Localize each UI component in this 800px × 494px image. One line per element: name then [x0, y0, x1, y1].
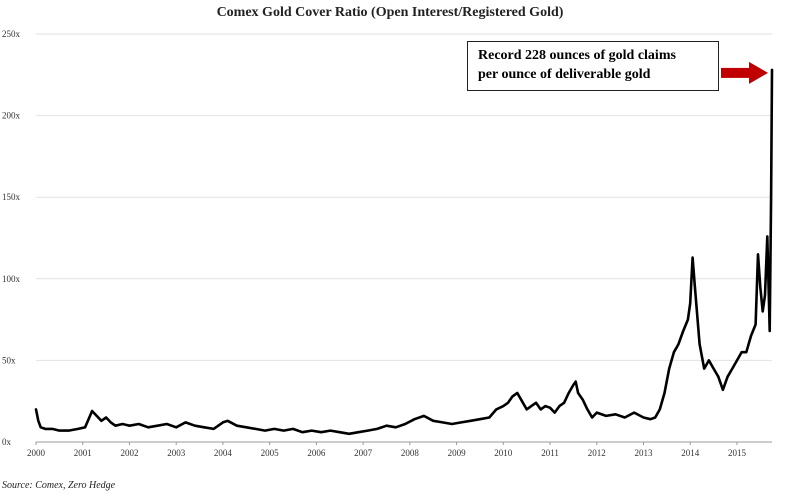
annotation-line-1: Record 228 ounces of gold claims: [478, 48, 676, 63]
grid-layer: [36, 33, 772, 443]
series-layer: [34, 68, 774, 436]
annotation-box: Record 228 ounces of gold claims per oun…: [467, 41, 719, 91]
x-tick-label: 2005: [261, 448, 280, 458]
x-tick-labels: 2000 2001 2002 2003 2004 2005 2006 2007 2008 2009…: [27, 442, 746, 458]
y-tick-label: 250x: [2, 29, 21, 39]
x-tick-label: 2012: [588, 448, 606, 458]
arrow-shaft: [721, 67, 750, 78]
x-tick-label: 2014: [681, 448, 700, 458]
x-tick-label: 2007: [354, 448, 373, 458]
annotation-arrow: [721, 61, 768, 84]
y-tick-label: 50x: [2, 355, 16, 365]
x-tick-label: 2000: [27, 448, 46, 458]
x-tick-label: 2003: [167, 448, 186, 458]
x-tick-label: 2009: [448, 448, 467, 458]
x-tick-label: 2011: [541, 448, 559, 458]
x-tick-label: 2002: [120, 448, 138, 458]
chart-title: Comex Gold Cover Ratio (Open Interest/Re…: [217, 5, 564, 20]
x-tick-label: 2015: [728, 448, 747, 458]
x-tick-label: 2004: [214, 448, 233, 458]
y-tick-label: 0x: [2, 437, 12, 447]
y-tick-label: 200x: [2, 111, 21, 121]
y-tick-label: 150x: [2, 192, 21, 202]
x-tick-label: 2010: [494, 448, 513, 458]
x-tick-label: 2001: [74, 448, 92, 458]
series-line: [34, 68, 774, 436]
x-tick-label: 2008: [401, 448, 420, 458]
annotation-line-2: per ounce of deliverable gold: [478, 67, 651, 82]
x-tick-label: 2006: [307, 448, 326, 458]
arrow-head: [749, 61, 768, 84]
y-tick-label: 100x: [2, 274, 21, 284]
x-tick-label: 2013: [634, 448, 653, 458]
y-tick-labels: 0x 50x 100x 150x 200x 250x: [2, 29, 21, 447]
source-note: Source: Comex, Zero Hedge: [2, 480, 116, 491]
